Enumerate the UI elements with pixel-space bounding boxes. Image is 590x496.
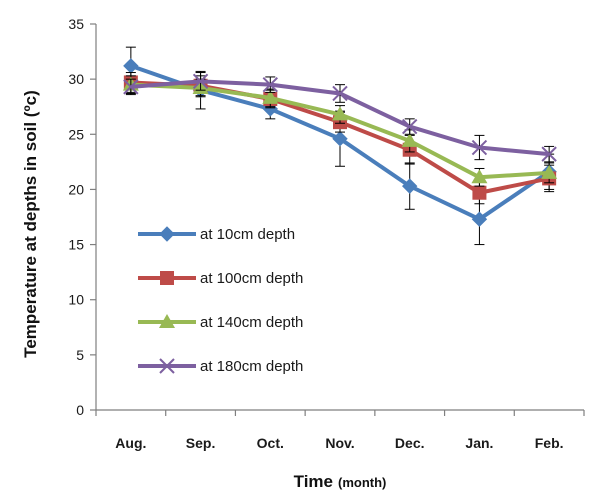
data-point-marker: [332, 106, 348, 121]
legend-label: at 180cm depth: [200, 358, 303, 375]
legend-item: at 180cm depth: [138, 358, 303, 375]
axes: [95, 24, 584, 411]
data-point-marker: [123, 58, 139, 74]
data-point-marker: [472, 185, 487, 200]
legend-item: at 10cm depth: [138, 226, 295, 243]
x-axis-label-unit: (month): [338, 475, 386, 490]
data-point-marker: [471, 211, 488, 227]
series-layer: [122, 46, 558, 246]
series-4: [123, 72, 557, 163]
data-point-marker-stroke: [471, 139, 488, 156]
data-point-marker: [541, 164, 558, 179]
x-tick-label: Dec.: [395, 435, 425, 451]
legend-item: at 100cm depth: [138, 270, 303, 287]
legend-item: at 140cm depth: [138, 314, 303, 331]
x-tick-label: Oct.: [257, 435, 284, 451]
data-point-marker: [192, 73, 209, 90]
data-point-marker: [401, 132, 418, 147]
legend: at 10cm depth at 100cm depth at 140cm dept…: [138, 226, 303, 375]
data-point-marker: [471, 139, 488, 156]
data-point-marker: [123, 79, 139, 95]
x-tick-label: Feb.: [535, 435, 564, 451]
data-point-marker: [541, 146, 557, 162]
y-tick-label: 30: [68, 71, 84, 87]
legend-swatch-marker: [159, 226, 175, 242]
data-point-marker: [471, 169, 488, 184]
data-point-marker-stroke: [262, 76, 278, 93]
series-1: [123, 46, 557, 246]
legend-label: at 100cm depth: [200, 270, 303, 287]
y-tick-label: 10: [68, 292, 84, 308]
data-point-marker-stroke: [123, 79, 139, 95]
data-point-marker: [332, 130, 348, 147]
data-point-marker: [262, 76, 278, 93]
legend-swatch-marker: [159, 314, 175, 328]
data-point-marker-stroke: [402, 118, 418, 135]
x-tick-label: Nov.: [325, 435, 354, 451]
data-point-marker: [402, 178, 418, 194]
x-axis-label-main: Time: [294, 472, 333, 491]
x-ticks: Aug. Sep. Oct. Nov. Dec. Jan. Feb.: [95, 410, 585, 451]
x-tick-label: Sep.: [186, 435, 216, 451]
y-tick-label: 15: [68, 237, 84, 253]
x-axis-label: Time (month): [294, 472, 387, 491]
legend-label: at 10cm depth: [200, 226, 295, 243]
y-ticks: 0 5 10 15 20 25 30 35: [68, 16, 96, 418]
data-point-marker: [332, 85, 348, 102]
y-tick-label: 5: [76, 347, 84, 363]
data-point-marker: [262, 89, 279, 104]
x-tick-label: Aug.: [115, 435, 146, 451]
data-point-marker: [402, 118, 418, 135]
data-point-marker-stroke: [192, 73, 209, 90]
legend-swatch-marker: [160, 271, 174, 285]
x-tick-label: Jan.: [465, 435, 493, 451]
data-point-marker-stroke: [332, 85, 348, 102]
data-point-marker-stroke: [541, 146, 557, 162]
y-axis-label: Temperature at depths in soil (ºc): [21, 90, 40, 358]
y-tick-label: 35: [68, 16, 84, 32]
legend-swatch-marker: [159, 358, 175, 374]
y-tick-label: 25: [68, 126, 84, 142]
y-tick-label: 0: [76, 402, 84, 418]
y-tick-label: 20: [68, 181, 84, 197]
legend-label: at 140cm depth: [200, 314, 303, 331]
legend-swatch-marker-stroke: [159, 358, 175, 374]
